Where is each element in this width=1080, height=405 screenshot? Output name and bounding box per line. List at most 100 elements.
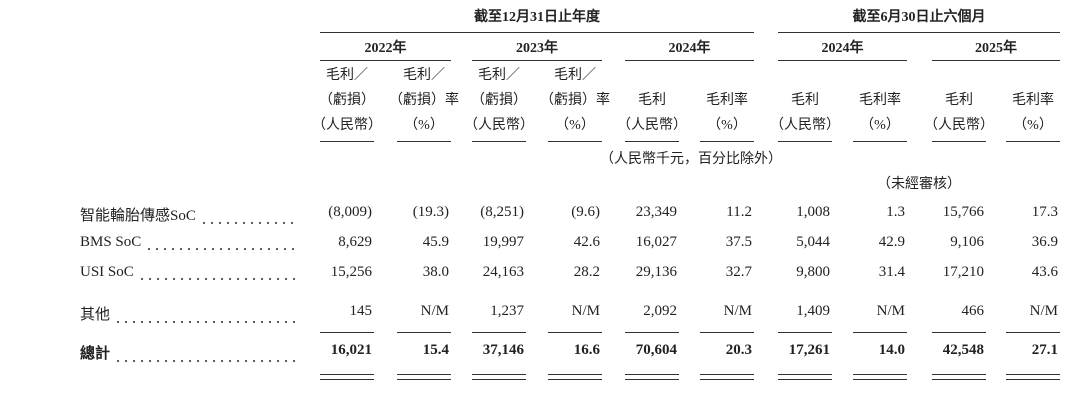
year-header: 2024年 [821, 41, 864, 56]
row-label: USI SoC [80, 264, 295, 281]
column-head: 毛利／ （虧損）率 （%） [536, 62, 614, 138]
column-rule [1006, 141, 1060, 142]
column-head-line: （人民幣） [770, 118, 840, 133]
cell: 29,136 [635, 264, 677, 280]
row-label-text: BMS SoC [80, 234, 142, 250]
cell: 31.4 [878, 264, 905, 280]
subtotal-rule [932, 332, 986, 333]
subtotal-rule [1006, 332, 1060, 333]
total-rule [625, 374, 679, 375]
cell: 5,044 [796, 234, 830, 250]
year-header: 2024年 [668, 41, 711, 56]
cell: 42,548 [942, 342, 984, 358]
column-head-line: 毛利 [638, 93, 666, 108]
cell: 20.3 [725, 342, 752, 358]
column-head-line: （虧損）率 [540, 93, 610, 108]
column-rule [320, 141, 374, 142]
cell: 24,163 [482, 264, 524, 280]
column-head-line: 毛利／ [478, 68, 520, 83]
year-header: 2023年 [516, 41, 558, 56]
cell: 32.7 [725, 264, 752, 280]
column-head: 毛利 （人民幣） [613, 62, 691, 138]
subtotal-rule [397, 332, 451, 333]
column-head-line: （%） [707, 118, 747, 133]
column-head-line: （人民幣） [617, 118, 687, 133]
cell: 16,021 [330, 342, 372, 358]
cell: 466 [961, 303, 985, 319]
total-rule [548, 374, 602, 375]
column-head-line: （人民幣） [464, 118, 534, 133]
total-rule [778, 379, 832, 380]
column-head: 毛利／ （虧損）率 （%） [385, 62, 463, 138]
cell: (8,009) [328, 204, 372, 220]
column-head-line: 毛利 [945, 93, 973, 108]
row-label-text: USI SoC [80, 264, 134, 280]
column-rule [625, 141, 679, 142]
year-rule [932, 60, 1060, 61]
year-header: 2022年 [364, 41, 407, 56]
total-rule [932, 374, 986, 375]
subtotal-rule [625, 332, 679, 333]
cell: 1,237 [490, 303, 524, 319]
row-label-text: 總計 [80, 346, 111, 362]
dot-leader [199, 215, 295, 225]
total-rule [1006, 379, 1060, 380]
dot-leader [137, 271, 295, 281]
column-head: 毛利率 （%） [841, 62, 919, 138]
cell: 42.9 [878, 234, 905, 250]
cell: 16,027 [635, 234, 677, 250]
cell: N/M [571, 303, 600, 319]
cell: (19.3) [412, 204, 449, 220]
subtotal-rule [778, 332, 832, 333]
cell: 45.9 [422, 234, 449, 250]
column-head-line: 毛利／ [326, 68, 368, 83]
total-rule [700, 374, 754, 375]
column-head-line: （虧損） [319, 93, 375, 108]
total-rule [548, 379, 602, 380]
total-rule [778, 374, 832, 375]
cell: 15.4 [422, 342, 449, 358]
row-label: 其他 [80, 303, 295, 324]
total-rule [853, 379, 907, 380]
column-head: 毛利／ （虧損） （人民幣） [460, 62, 538, 138]
cell: 70,604 [635, 342, 677, 358]
column-head-line: （人民幣） [312, 118, 382, 133]
total-rule [320, 374, 374, 375]
row-label: 智能輪胎傳感SoC [80, 204, 295, 225]
cell: 37.5 [725, 234, 752, 250]
cell: 43.6 [1031, 264, 1058, 280]
group-header: 截至6月30日止六個月 [852, 10, 986, 25]
cell: 17,210 [942, 264, 984, 280]
subtotal-rule [548, 332, 602, 333]
unit-note: （人民幣千元，百分比除外） [600, 152, 782, 167]
dot-leader [114, 314, 295, 324]
cell: 38.0 [422, 264, 449, 280]
column-head-line: （%） [1013, 118, 1053, 133]
cell: 19,997 [482, 234, 524, 250]
column-head-line: 毛利率 [859, 93, 901, 108]
column-head-line: 毛利／ [554, 68, 596, 83]
column-head-line: （%） [860, 118, 900, 133]
total-rule [320, 379, 374, 380]
cell: N/M [420, 303, 449, 319]
group-rule [320, 32, 754, 33]
column-head-line: 毛利／ [403, 68, 445, 83]
column-head-line: （%） [404, 118, 444, 133]
row-label-text: 智能輪胎傳感SoC [80, 208, 196, 224]
column-head: 毛利率 （%） [994, 62, 1072, 138]
column-head: 毛利／ （虧損） （人民幣） [308, 62, 386, 138]
cell: (9.6) [571, 204, 600, 220]
subtotal-rule [853, 332, 907, 333]
cell: 9,800 [796, 264, 830, 280]
column-head-line: 毛利 [791, 93, 819, 108]
total-rule [397, 374, 451, 375]
cell: 42.6 [573, 234, 600, 250]
column-rule [932, 141, 986, 142]
cell: N/M [876, 303, 905, 319]
total-rule [472, 379, 526, 380]
column-rule [700, 141, 754, 142]
total-rule [397, 379, 451, 380]
column-head-line: 毛利率 [1012, 93, 1054, 108]
group-rule [778, 32, 1060, 33]
